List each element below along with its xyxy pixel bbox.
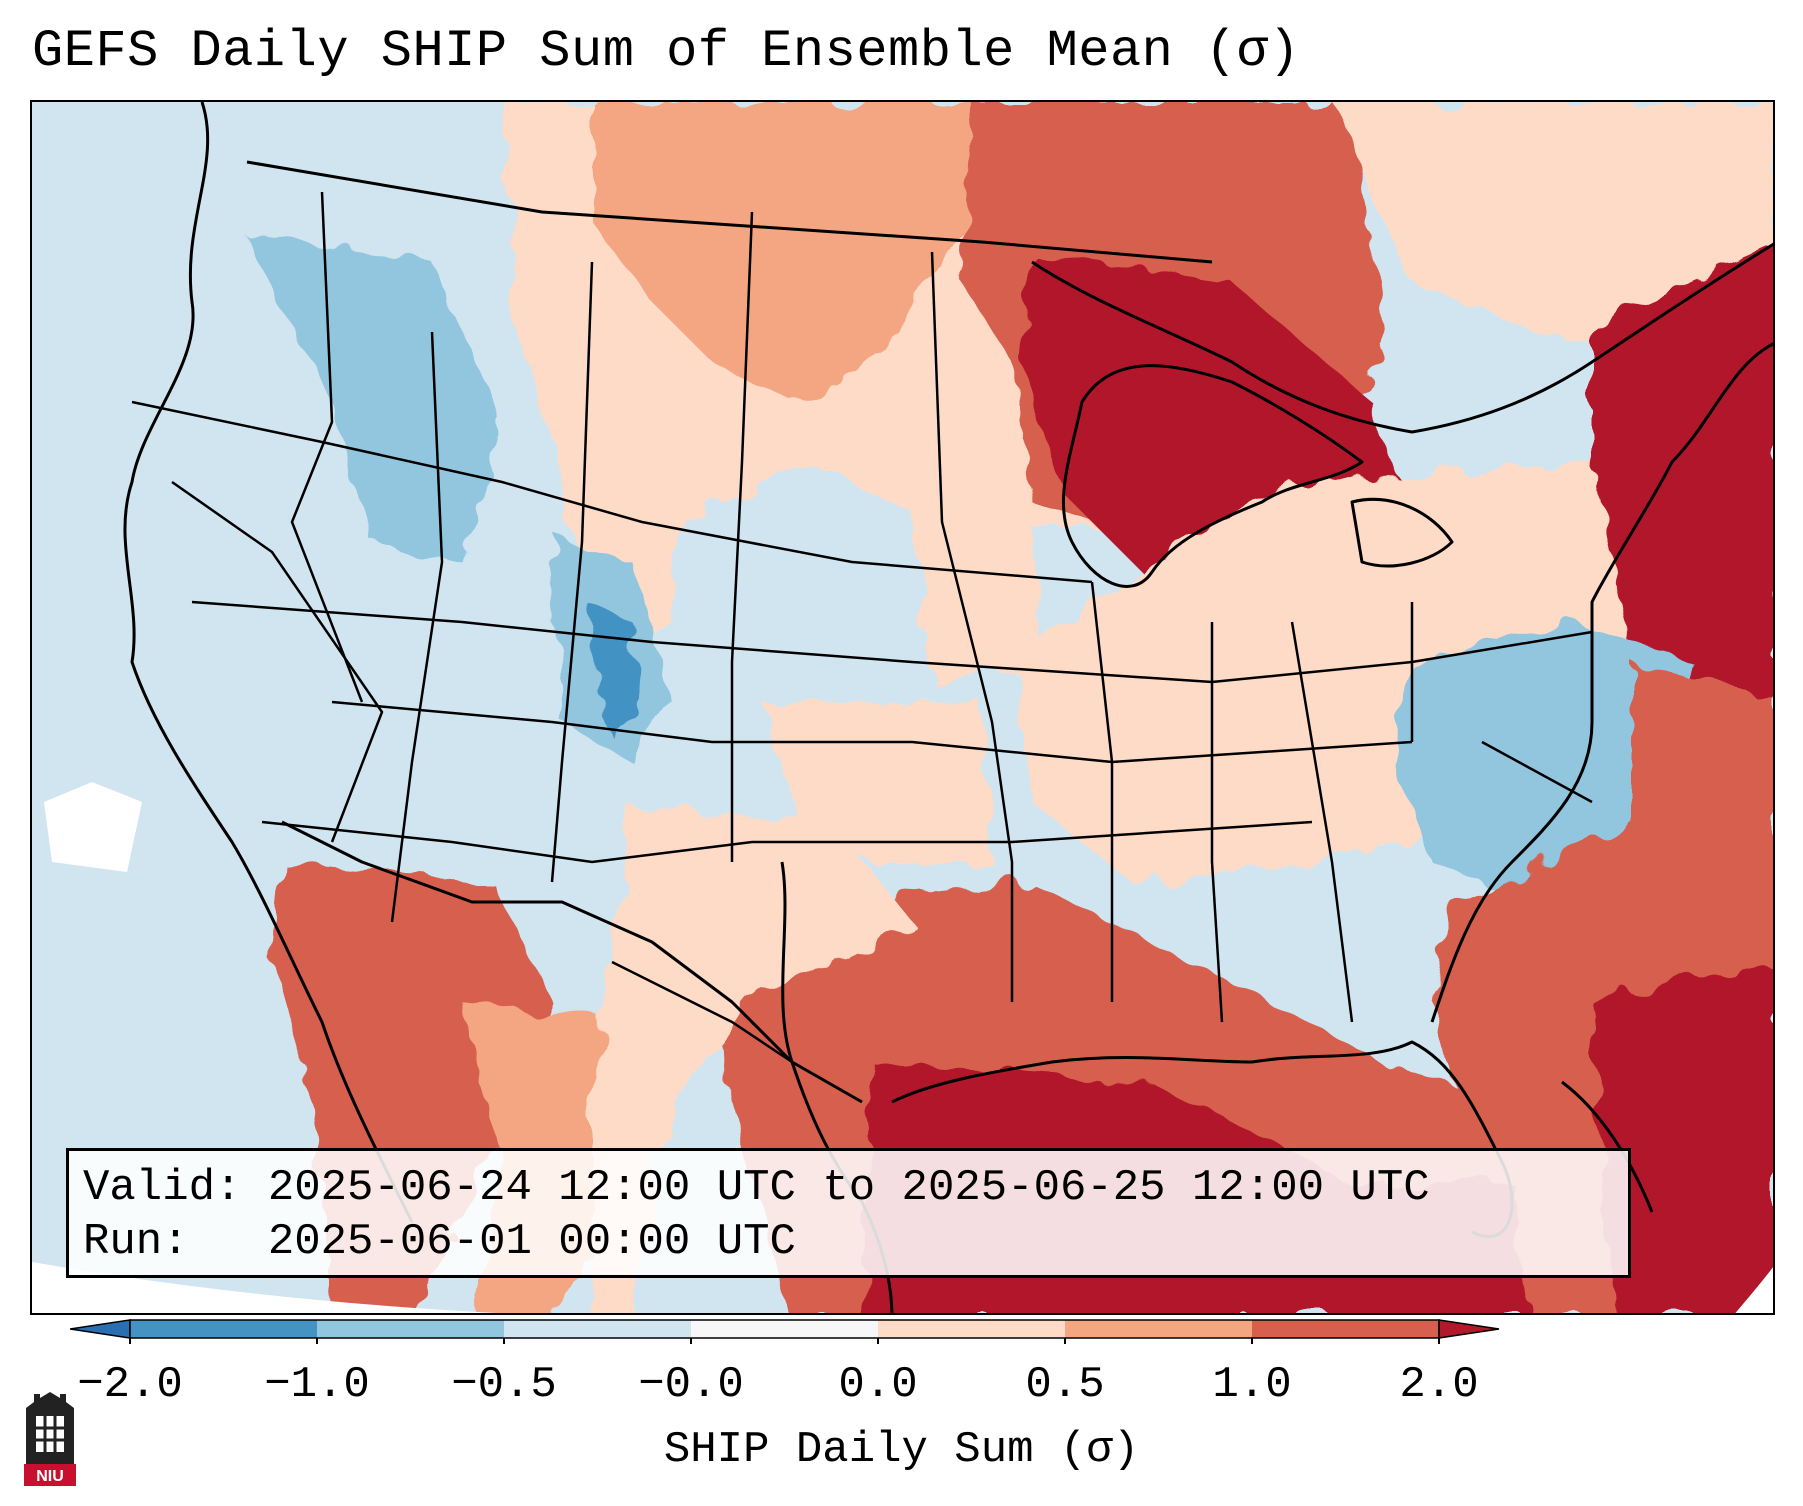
colorbar-ticks [129, 1338, 1440, 1344]
valid-label: Valid: [83, 1163, 242, 1213]
colorbar-tick-label: 0.5 [1025, 1360, 1105, 1410]
state-border-col-4 [730, 211, 754, 862]
state-border-row-4 [261, 820, 1313, 864]
great-lakes-outline [1061, 364, 1364, 588]
colorbar-segment [317, 1320, 504, 1338]
region-colorado-core [587, 602, 642, 732]
state-border-col-5 [930, 251, 1014, 1002]
state-border-row-3 [331, 700, 1413, 764]
colorbar-segment [1065, 1320, 1252, 1338]
projection-edge-right [1735, 1267, 1773, 1313]
state-borders [131, 191, 1593, 1064]
colorbar-segment [130, 1320, 317, 1338]
valid-range: 2025-06-24 12:00 UTC to 2025-06-25 12:00… [267, 1163, 1430, 1213]
colorbar-tick-label: −1.0 [264, 1360, 370, 1410]
colorbar-tick-label: 0.0 [838, 1360, 918, 1410]
map-canvas [32, 102, 1773, 1313]
map-panel [30, 100, 1775, 1315]
colorbar-tick-label: −0.5 [451, 1360, 557, 1410]
colorbar-segments [70, 1319, 1500, 1339]
nevada-california-border [171, 480, 384, 843]
region-new-england-atlantic [1592, 243, 1773, 701]
state-border-carolinas [1481, 740, 1593, 804]
colorbar-label: SHIP Daily Sum (σ) [663, 1425, 1140, 1475]
logo-banner [24, 1464, 76, 1486]
colorbar-extend-min [70, 1319, 131, 1339]
rio-grande [611, 960, 793, 1064]
logo-text: NIU [36, 1468, 64, 1485]
state-border-row-1 [131, 400, 1093, 584]
state-border-col-7 [1210, 622, 1224, 1023]
state-border-col-2 [390, 331, 444, 923]
colorbar-segment [878, 1320, 1065, 1338]
projection-edge-left [32, 1262, 497, 1313]
atlantic-coastline [1430, 342, 1773, 1023]
canada-us-border-east [1031, 242, 1773, 434]
state-border-col-8 [1290, 621, 1354, 1023]
state-border-col-3 [550, 261, 594, 883]
colorbar-tick-label: 2.0 [1399, 1360, 1479, 1410]
us-mexico-border [281, 820, 863, 1104]
region-canada-east [1332, 102, 1773, 352]
colorbar-segment [691, 1320, 878, 1338]
logo-window [36, 1416, 64, 1452]
map-title: GEFS Daily SHIP Sum of Ensemble Mean (σ) [32, 22, 1301, 81]
colorbar-tick-label: −0.0 [638, 1360, 744, 1410]
region-texas-west [592, 802, 912, 1313]
colorbar-tick-label: −2.0 [77, 1360, 183, 1410]
colorbar-tick-label: 1.0 [1212, 1360, 1292, 1410]
run-label: Run: [83, 1217, 189, 1267]
canada-us-border-west [246, 160, 1213, 264]
state-border-col-1 [290, 191, 364, 703]
pacific-coastline [123, 102, 414, 1223]
cuba-outline [1561, 1080, 1654, 1213]
region-idaho-western-montana [242, 232, 502, 562]
anomaly-field [242, 102, 1773, 1313]
colorbar-extend-max [1438, 1319, 1500, 1339]
lake-erie-ontario-outline [1350, 497, 1454, 568]
colorbar-segment [1252, 1320, 1439, 1338]
region-northern-plains-mid [592, 102, 992, 402]
niu-logo-icon: NIU [24, 1392, 76, 1486]
no-data-patch [44, 782, 142, 872]
region-central-plains [912, 502, 1042, 682]
run-time: 2025-06-01 00:00 UTC [267, 1217, 796, 1267]
info-box: Valid: 2025-06-24 12:00 UTC to 2025-06-2… [66, 1148, 1631, 1278]
region-caribbean [1592, 962, 1773, 1313]
logo-window-grid [36, 1416, 64, 1452]
state-border-col-6 [1090, 581, 1114, 1002]
colorbar [70, 1319, 1500, 1344]
colorbar-outline [129, 1319, 1440, 1339]
colorbar-segment [504, 1320, 691, 1338]
